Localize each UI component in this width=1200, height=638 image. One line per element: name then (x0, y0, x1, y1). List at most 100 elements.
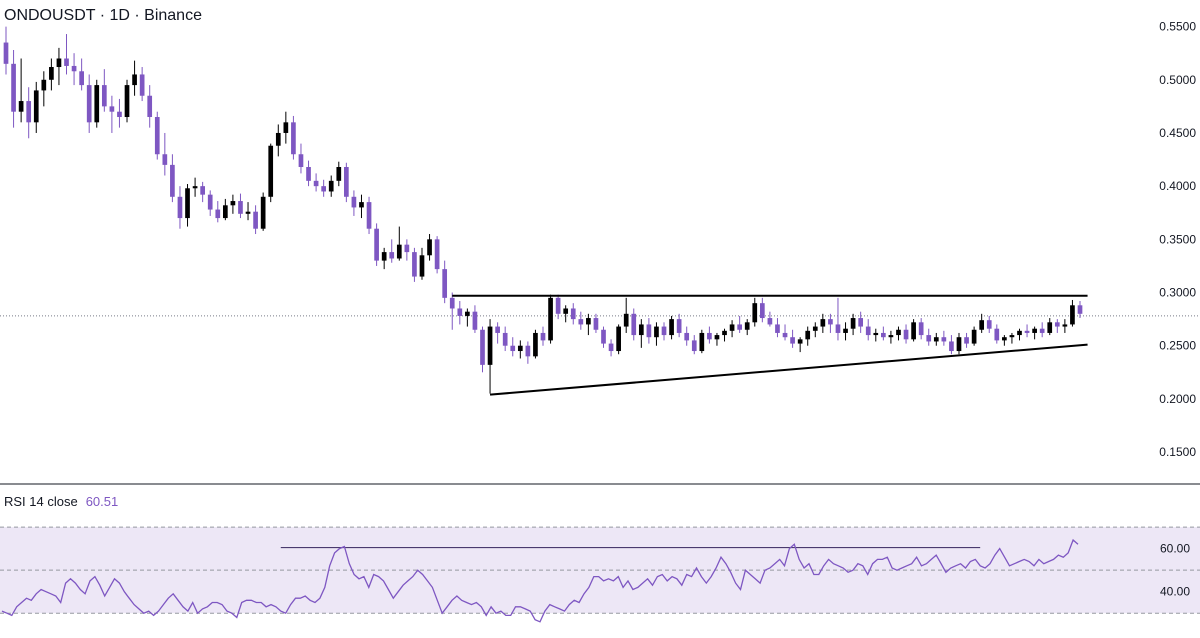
candle (971, 326, 977, 346)
candle-body (797, 339, 803, 344)
candle-body (873, 332, 879, 336)
candle-body (669, 319, 674, 336)
candle (691, 335, 697, 355)
candle (744, 319, 750, 336)
candle-body (419, 255, 425, 277)
candle (586, 313, 591, 336)
candle-body (1039, 328, 1045, 333)
candle (124, 79, 130, 123)
candle (313, 173, 319, 192)
candle-body (306, 167, 311, 181)
candle (3, 26, 9, 75)
candle (230, 194, 236, 214)
candle-body (601, 329, 606, 344)
candle-body (124, 85, 130, 118)
candle-body (64, 58, 69, 66)
candle-body (86, 85, 92, 123)
price-tick-label: 0.3500 (1159, 232, 1196, 246)
candle (412, 247, 417, 282)
candle (1062, 319, 1068, 333)
candle (1002, 335, 1007, 346)
candle-body (18, 101, 24, 112)
candle-body (782, 332, 788, 338)
candle-body (548, 297, 553, 341)
candle-body (442, 269, 448, 298)
candle (548, 294, 553, 344)
price-tick-label: 0.5000 (1159, 73, 1196, 87)
candle (366, 196, 372, 235)
candle (533, 329, 538, 359)
candle-body (336, 167, 342, 181)
candle (1039, 322, 1045, 338)
candle-body (71, 65, 77, 72)
candle (638, 319, 644, 348)
candle-body (487, 326, 493, 365)
candle-body (101, 85, 107, 107)
candle (881, 326, 886, 341)
candle-body (971, 329, 977, 344)
candle (593, 313, 599, 333)
candle-body (495, 326, 500, 333)
candle (56, 47, 62, 86)
candle (495, 322, 500, 344)
candle (419, 247, 425, 280)
candle (964, 332, 969, 348)
candle (344, 162, 349, 203)
candle (449, 292, 455, 330)
candle (442, 260, 448, 304)
candle-body (964, 337, 969, 344)
candle-body (313, 180, 319, 187)
candle-body (480, 329, 485, 365)
price-tick-label: 0.5500 (1159, 20, 1196, 34)
candle-body (533, 332, 538, 357)
candle-body (117, 111, 122, 118)
candle (41, 71, 47, 107)
candle-body (298, 154, 304, 168)
candle (601, 326, 606, 348)
rsi-title-label: RSI 14 close (4, 494, 78, 509)
candle (222, 198, 228, 221)
candle-body (427, 239, 432, 256)
candle (480, 326, 485, 373)
candle (1077, 301, 1083, 319)
candle-body (654, 326, 659, 338)
chart-title: ONDOUSDT · 1D · Binance (4, 7, 202, 24)
candle-body (896, 329, 901, 336)
candle-body (858, 318, 864, 327)
candle-body (646, 324, 652, 338)
candle-body (790, 337, 795, 344)
candle (933, 332, 939, 346)
candle-body (759, 303, 765, 319)
candle-body (903, 329, 909, 340)
candle (253, 205, 258, 235)
candle-body (805, 330, 811, 340)
candle-body (200, 186, 205, 195)
candle-body (722, 330, 727, 336)
candle-body (729, 324, 735, 331)
candle-body (185, 188, 190, 219)
candle (835, 297, 841, 341)
lower-trendline[interactable] (489, 343, 1088, 396)
candle (767, 311, 773, 327)
candle-body (994, 328, 1000, 341)
price-tick-label: 0.2500 (1159, 339, 1196, 353)
candle-body (162, 154, 168, 165)
candle (472, 305, 478, 333)
candle (101, 69, 107, 112)
candle (888, 330, 894, 344)
candle (291, 115, 296, 160)
candle-body (472, 311, 478, 330)
candle (200, 181, 205, 203)
candle (351, 190, 357, 216)
candle-body (941, 337, 947, 342)
candle-body (1002, 337, 1007, 341)
candle (510, 337, 516, 357)
candle-body (986, 320, 992, 329)
candle (676, 313, 682, 338)
rsi-pane: 60.00 40.00 (0, 526, 1200, 623)
candle (994, 324, 1000, 344)
candle (359, 194, 364, 219)
candle (215, 201, 221, 223)
candle-body (449, 297, 455, 309)
candle (192, 177, 198, 197)
